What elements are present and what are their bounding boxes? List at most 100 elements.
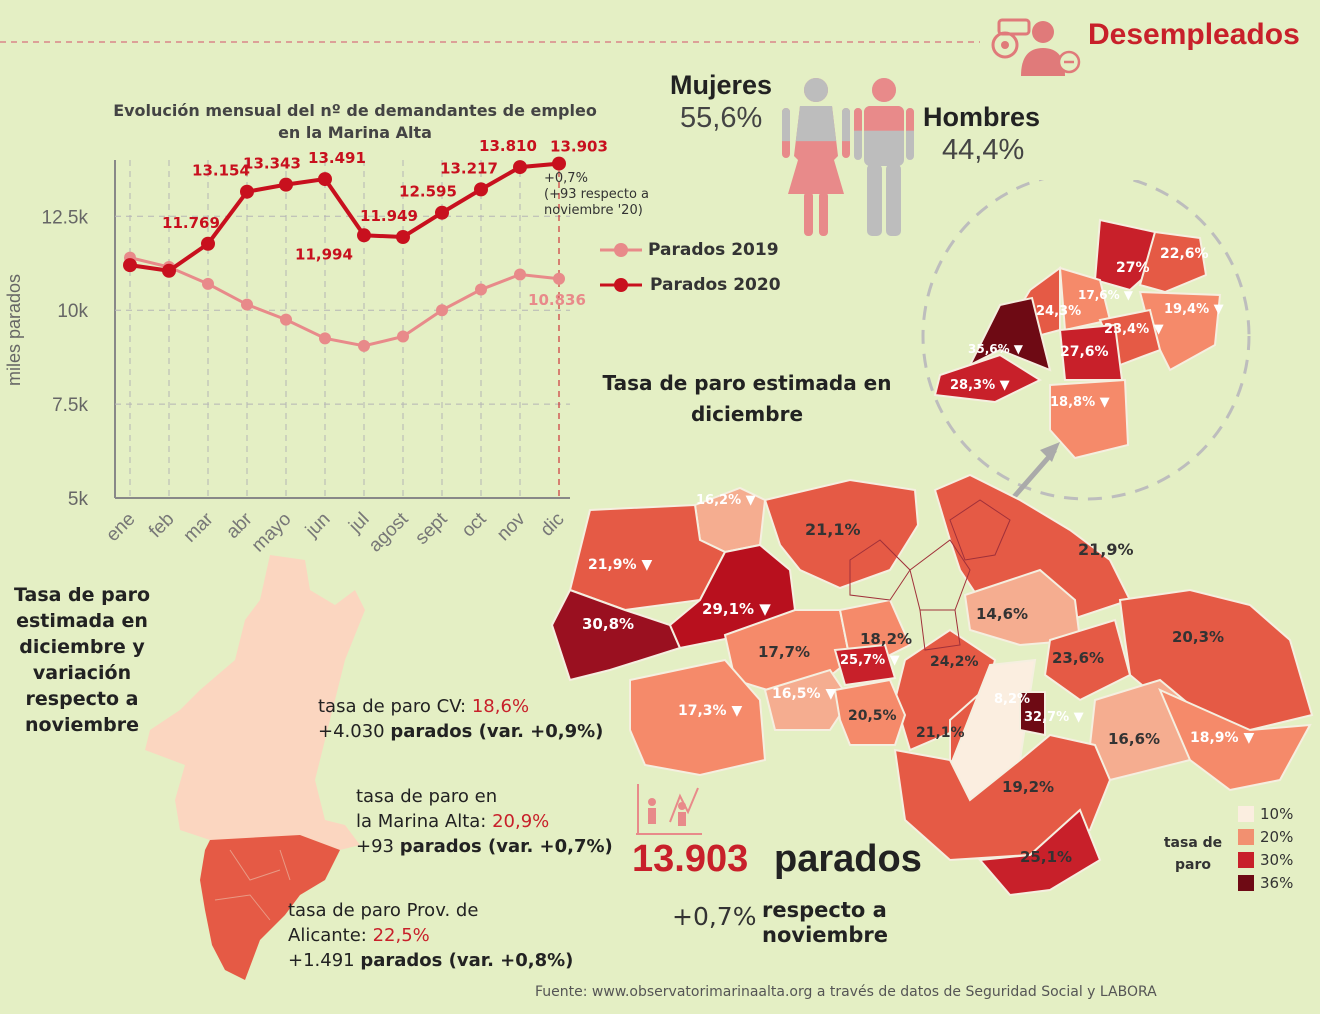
chart-annotation: +0,7% xyxy=(544,171,588,186)
women-label: Mujeres xyxy=(670,70,773,100)
stat-cv: tasa de paro CV: 18,6% +4.030 parados (v… xyxy=(318,696,604,742)
map-region-label: 17,7% xyxy=(758,643,811,661)
data-point xyxy=(513,160,527,175)
series-line xyxy=(129,161,560,273)
map-region-label: 23,6% xyxy=(1052,649,1105,667)
data-label: 13.491 xyxy=(308,149,366,167)
rate-legend-item: 36% xyxy=(1238,874,1293,892)
unemployed-people-icon xyxy=(991,18,1081,76)
choropleth-map xyxy=(550,473,1314,897)
map-region-label: 25,1% xyxy=(1020,848,1073,866)
data-label: 10.836 xyxy=(528,291,586,309)
x-tick-label: sept xyxy=(411,508,452,549)
map-region-label: 27,6% xyxy=(1060,344,1109,360)
map-region-label: 20,5% xyxy=(848,708,897,724)
data-label: 13.903 xyxy=(550,138,608,156)
inset-map xyxy=(921,180,1251,501)
data-point xyxy=(240,184,254,199)
data-point xyxy=(475,283,487,296)
map-region-label: 21,1% xyxy=(805,520,861,539)
map-region-label: 14,6% xyxy=(976,605,1029,623)
x-tick-label: nov xyxy=(493,508,530,545)
choropleth-labels: 16,2% ▼ 21,1% 21,9% ▼ 21,9% 30,8% 29,1% ▼ 17,7… xyxy=(550,460,1320,910)
map-region-label: 27% xyxy=(1116,260,1150,276)
data-point xyxy=(552,156,566,171)
x-tick-label: jul xyxy=(345,509,374,538)
data-label: 11,994 xyxy=(295,245,353,263)
y-tick-label: 5k xyxy=(68,489,89,510)
data-point xyxy=(319,332,331,345)
map-region-label: 18,2% xyxy=(860,630,913,648)
map-region-label: 24,3% xyxy=(1036,304,1082,319)
data-point xyxy=(202,277,214,290)
y-tick-label: 10k xyxy=(57,301,88,322)
data-point xyxy=(279,177,293,192)
rate-legend-item: 10% xyxy=(1238,805,1293,823)
y-axis-label: miles parados xyxy=(4,274,24,386)
data-label: 11.949 xyxy=(360,207,418,225)
map-region-label: 25,7% ▼ xyxy=(840,653,900,668)
monthly-change: +0,7% xyxy=(672,902,757,931)
data-label: 12.595 xyxy=(399,183,457,201)
people-protest-icon xyxy=(636,784,702,835)
map-region-label: 17,3% ▼ xyxy=(678,703,743,719)
data-point xyxy=(357,228,371,243)
map-title: Tasa de paro estimada en diciembre xyxy=(602,371,892,426)
chart-title: Evolución mensual del nº de demandantes … xyxy=(113,101,597,142)
data-label: 13.154 xyxy=(192,162,250,180)
map-region-label: 17,6% ▼ xyxy=(1078,288,1134,302)
map-region-label: 20,3% xyxy=(1172,628,1225,646)
x-tick-label: ene xyxy=(102,509,139,546)
rate-legend-item: 30% xyxy=(1238,851,1293,869)
data-point xyxy=(162,263,176,278)
map-region-label: 21,9% ▼ xyxy=(588,557,653,573)
region-title: Tasa de paro estimada en diciembre y var… xyxy=(13,584,151,736)
men-percentage: 44,4% xyxy=(942,134,1025,166)
map-region-label: 16,2% ▼ xyxy=(696,493,756,508)
rate-legend-item: 20% xyxy=(1238,828,1293,846)
inset-map-labels: 27% 22,6% 24,3% 17,6% ▼ 19,4% ▼ 23,4% ▼ 35,6% … xyxy=(900,180,1320,510)
source-note: Fuente: www.observatorimarinaalta.org a … xyxy=(535,984,1157,1000)
y-tick-label: 7.5k xyxy=(52,395,88,416)
map-region-label: 18,8% ▼ xyxy=(1050,395,1110,410)
x-tick-label: feb xyxy=(145,509,179,543)
chart-annotation: noviembre '20) xyxy=(544,203,643,218)
data-label: 13.810 xyxy=(479,137,537,155)
map-region-label: 19,2% xyxy=(1002,778,1055,796)
stat-alicante: tasa de paro Prov. de Alicante: 22,5% +1… xyxy=(288,900,574,971)
map-region-label: 21,1% xyxy=(916,725,965,741)
data-point xyxy=(553,272,565,285)
legend-series-2020: Parados 2020 xyxy=(650,275,781,295)
data-point xyxy=(241,298,253,311)
chart-annotation: (+93 respecto a xyxy=(544,187,649,202)
map-region-label: 8,2% xyxy=(994,692,1031,707)
map-region-label: 23,4% ▼ xyxy=(1104,322,1164,337)
data-point xyxy=(474,182,488,197)
data-point xyxy=(397,330,409,343)
data-label: 13.217 xyxy=(440,159,498,177)
y-tick-label: 12.5k xyxy=(42,207,89,228)
data-point xyxy=(436,304,448,317)
gender-icons xyxy=(782,78,914,236)
x-tick-label: jun xyxy=(301,509,334,542)
page-title: Desempleados xyxy=(1088,18,1300,51)
header-decoration xyxy=(0,41,980,43)
x-tick-label: oct xyxy=(458,508,491,541)
map-region-label: 28,3% ▼ xyxy=(950,378,1010,393)
total-unemployed: 13.903 xyxy=(632,838,749,880)
rate-legend-title: tasa de paro xyxy=(1163,835,1223,873)
men-label: Hombres xyxy=(923,102,1041,132)
women-percentage: 55,6% xyxy=(680,102,763,134)
x-tick-label: mar xyxy=(180,508,218,546)
data-point xyxy=(514,268,526,281)
map-region-label: 22,6% xyxy=(1160,246,1209,262)
map-region-label: 32,7% ▼ xyxy=(1024,710,1084,725)
map-region-label: 30,8% xyxy=(582,615,635,633)
map-region-label: 24,2% xyxy=(930,654,979,670)
data-point xyxy=(280,313,292,326)
data-point xyxy=(201,236,215,251)
stat-marina-alta: tasa de paro en la Marina Alta: 20,9% +9… xyxy=(356,786,613,857)
data-label: 13.343 xyxy=(243,155,301,173)
data-label: 11.769 xyxy=(162,214,220,232)
